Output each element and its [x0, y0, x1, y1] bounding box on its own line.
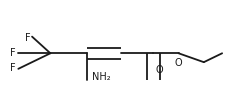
Text: O: O	[156, 65, 163, 75]
Text: NH₂: NH₂	[92, 72, 110, 82]
Text: O: O	[175, 58, 183, 68]
Text: F: F	[25, 33, 30, 43]
Text: F: F	[10, 63, 16, 73]
Text: F: F	[10, 48, 16, 58]
